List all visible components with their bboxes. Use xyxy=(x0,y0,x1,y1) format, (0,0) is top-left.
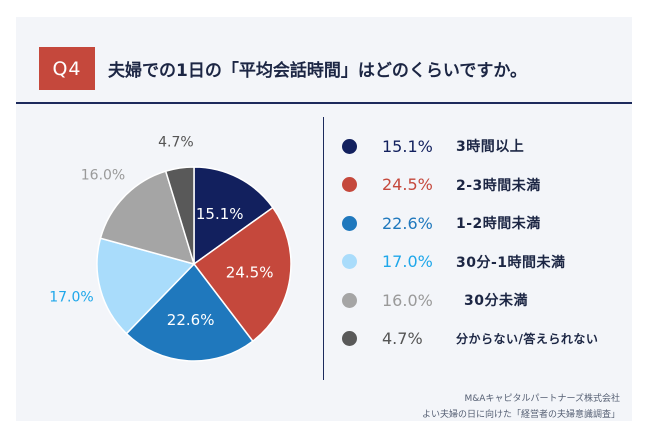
pie-slice-5 xyxy=(99,170,196,266)
legend-percent: 4.7% xyxy=(382,329,423,348)
legend-item-6: 4.7% 分からない/答えられない xyxy=(340,327,598,351)
source-survey: よい夫婦の日に向けた「経営者の夫婦意識調査」 xyxy=(421,410,620,420)
pie-slice-label-6: 4.7% xyxy=(158,134,194,150)
legend-category-label: 3時間以上 xyxy=(456,139,525,155)
header-rule xyxy=(16,102,632,104)
pie-slice-label-2: 24.5% xyxy=(226,263,274,281)
legend-divider xyxy=(323,117,324,380)
legend-swatch xyxy=(342,292,357,308)
legend-percent: 22.6% xyxy=(382,213,433,233)
legend-category-label: 分からない/答えられない xyxy=(456,332,599,346)
legend-item-4: 17.0% 30分-1時間未満 xyxy=(340,250,565,274)
legend-percent: 16.0% xyxy=(382,290,433,310)
question-number-badge: Q4 xyxy=(39,47,95,90)
question-header xyxy=(16,17,632,103)
pie-slice-label-3: 22.6% xyxy=(167,311,215,329)
pie-slice-label-1: 15.1% xyxy=(196,205,244,223)
legend-item-5: 16.0% 30分未満 xyxy=(340,288,527,312)
pie-slice-6 xyxy=(164,166,195,265)
pie-slice-3 xyxy=(125,262,254,362)
legend-swatch xyxy=(342,138,357,154)
legend-item-3: 22.6% 1-2時間未満 xyxy=(340,211,540,235)
legend-swatch xyxy=(342,215,357,231)
legend-swatch xyxy=(342,254,357,269)
legend-category-label: 30分未満 xyxy=(464,293,528,309)
legend-percent: 15.1% xyxy=(382,136,433,156)
pie-slice-2 xyxy=(192,206,292,343)
legend-swatch xyxy=(342,177,357,192)
legend-item-2: 24.5% 2-3時間未満 xyxy=(340,173,540,197)
pie-slice-4 xyxy=(96,237,196,335)
question-title: 夫婦での1日の「平均会話時間」はどのくらいですか。 xyxy=(108,61,527,81)
legend-percent: 17.0% xyxy=(382,252,433,271)
legend-category-label: 1-2時間未満 xyxy=(456,216,541,232)
pie-slice-label-5: 16.0% xyxy=(81,167,125,183)
legend-category-label: 30分-1時間未満 xyxy=(456,254,566,271)
pie-slice-1 xyxy=(193,166,274,266)
legend-percent: 24.5% xyxy=(382,175,433,194)
source-company: M&Aキャピタルパートナーズ株式会社 xyxy=(464,394,621,404)
legend-swatch xyxy=(342,331,357,346)
legend-item-1: 15.1% 3時間以上 xyxy=(340,134,524,158)
source-credit: M&Aキャピタルパートナーズ株式会社 よい夫婦の日に向けた「経営者の夫婦意識調査… xyxy=(422,391,620,423)
legend-category-label: 2-3時間未満 xyxy=(456,177,541,194)
pie-slice-label-4: 17.0% xyxy=(49,289,93,305)
